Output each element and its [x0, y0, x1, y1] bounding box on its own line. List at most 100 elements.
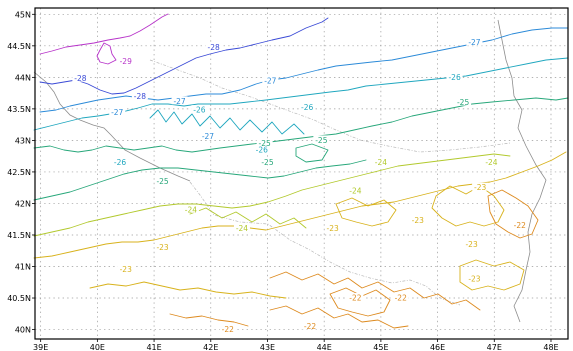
contour--28: [39, 17, 329, 95]
lat-tick-label: 40N: [15, 326, 31, 335]
contour-label: -23: [120, 265, 132, 274]
border-line-south: [189, 181, 461, 306]
contour-label-bg: [109, 107, 126, 116]
contour--26-wiggle: [149, 109, 305, 135]
contour--22-east: [487, 189, 539, 239]
contour-label: -26: [114, 158, 126, 167]
contour-label: -24: [349, 186, 361, 195]
contour-label-bg: [299, 102, 316, 111]
contour--23: [33, 151, 567, 259]
contour--29: [39, 13, 169, 55]
contour-label-bg: [191, 105, 208, 114]
contour-label-bg: [154, 176, 171, 185]
contour-label: -24: [485, 158, 497, 167]
contour-label: -28: [74, 74, 86, 83]
contour-label: -22: [349, 294, 361, 303]
lat-tick-label: 42N: [15, 199, 31, 208]
lon-tick-label: 46E: [430, 343, 445, 351]
contour-labels: -29-28-28-28-27-27-27-27-27-26-26-26-26-…: [72, 37, 528, 334]
contour--29-cell: [96, 42, 117, 65]
contour-label: -22: [304, 322, 316, 331]
contour-label-bg: [131, 91, 148, 100]
lat-tick-label: 41.5N: [7, 231, 31, 240]
lat-tick-label: 44.5N: [7, 42, 31, 51]
contour-label-bg: [72, 73, 89, 82]
contour-label-bg: [117, 56, 134, 65]
contour--27: [39, 27, 569, 113]
contour-label-bg: [182, 204, 199, 213]
contour-label-bg: [154, 242, 171, 251]
contour-label-bg: [455, 97, 472, 106]
contour--22-south: [269, 305, 409, 329]
lon-tick-label: 42E: [203, 343, 218, 351]
contour-label-bg: [253, 144, 270, 153]
contour--23-loop-center: [335, 197, 397, 227]
caspian-coastline: [497, 19, 547, 323]
contour-label: -24: [185, 205, 197, 214]
contour-label-bg: [347, 293, 364, 302]
contour--23-loop-se: [459, 259, 525, 291]
contour--25-south: [33, 159, 367, 201]
lat-tick-label: 45N: [15, 10, 31, 19]
contour-label: -29: [120, 57, 132, 66]
contour-label-bg: [256, 138, 273, 147]
contour-label: -27: [173, 97, 185, 106]
contour-label: -22: [222, 325, 234, 334]
contour-label-bg: [117, 264, 134, 273]
contour-label: -24: [375, 158, 387, 167]
contour-label: -25: [315, 136, 327, 145]
contour--24-loop: [189, 207, 307, 229]
contour--23-loop-east: [431, 185, 505, 227]
contour-label-bg: [372, 157, 389, 166]
lon-tick-label: 41E: [146, 343, 161, 351]
lat-tick-label: 44N: [15, 73, 31, 82]
lon-tick-label: 48E: [543, 343, 558, 351]
contour-label-bg: [483, 157, 500, 166]
contour-label-bg: [511, 220, 528, 229]
lat-tick-label: 40.5N: [7, 294, 31, 303]
contour-label: -23: [468, 275, 480, 284]
contour-label: -26: [301, 103, 313, 112]
contour-label-bg: [233, 223, 250, 232]
contour-label-bg: [313, 135, 330, 144]
contour-label-bg: [199, 131, 216, 140]
lon-tick-label: 44E: [317, 343, 332, 351]
contour-label-bg: [446, 72, 463, 81]
contour-label: -25: [156, 177, 168, 186]
contour-label: -27: [202, 132, 214, 141]
contour-label-bg: [463, 239, 480, 248]
contour-label-bg: [219, 324, 236, 333]
lat-tick-label: 43.5N: [7, 105, 31, 114]
contour-label: -23: [474, 183, 486, 192]
map-frame: [34, 7, 569, 340]
contour-label-bg: [347, 185, 364, 194]
contour--25-cell: [295, 143, 329, 163]
contour-label: -28: [134, 92, 146, 101]
contour-label-bg: [259, 157, 276, 166]
contour-label: -23: [465, 240, 477, 249]
contour-label-bg: [302, 321, 319, 330]
contour-label: -24: [236, 224, 248, 233]
contour-label-bg: [171, 96, 188, 105]
contour-label: -26: [256, 145, 268, 154]
lon-tick-label: 39E: [33, 343, 48, 351]
contour-label: -25: [261, 158, 273, 167]
contour-label-bg: [409, 215, 426, 224]
contour-label-bg: [466, 274, 483, 283]
contour-label-bg: [392, 293, 409, 302]
contour-label-bg: [112, 157, 129, 166]
contour--23-south: [89, 281, 287, 299]
contour-label: -26: [193, 106, 205, 115]
contour--22-loop: [329, 287, 391, 317]
black-sea-coastline: [33, 71, 191, 182]
contour-label: -25: [259, 139, 271, 148]
lat-tick-label: 43N: [15, 136, 31, 145]
border-line-north: [149, 59, 511, 153]
contour-lines: [33, 13, 569, 329]
contour-label-bg: [324, 223, 341, 232]
contour-label: -28: [207, 43, 219, 52]
contour-label: -26: [448, 73, 460, 82]
contour-label-bg: [466, 37, 483, 46]
contour-label: -25: [457, 98, 469, 107]
